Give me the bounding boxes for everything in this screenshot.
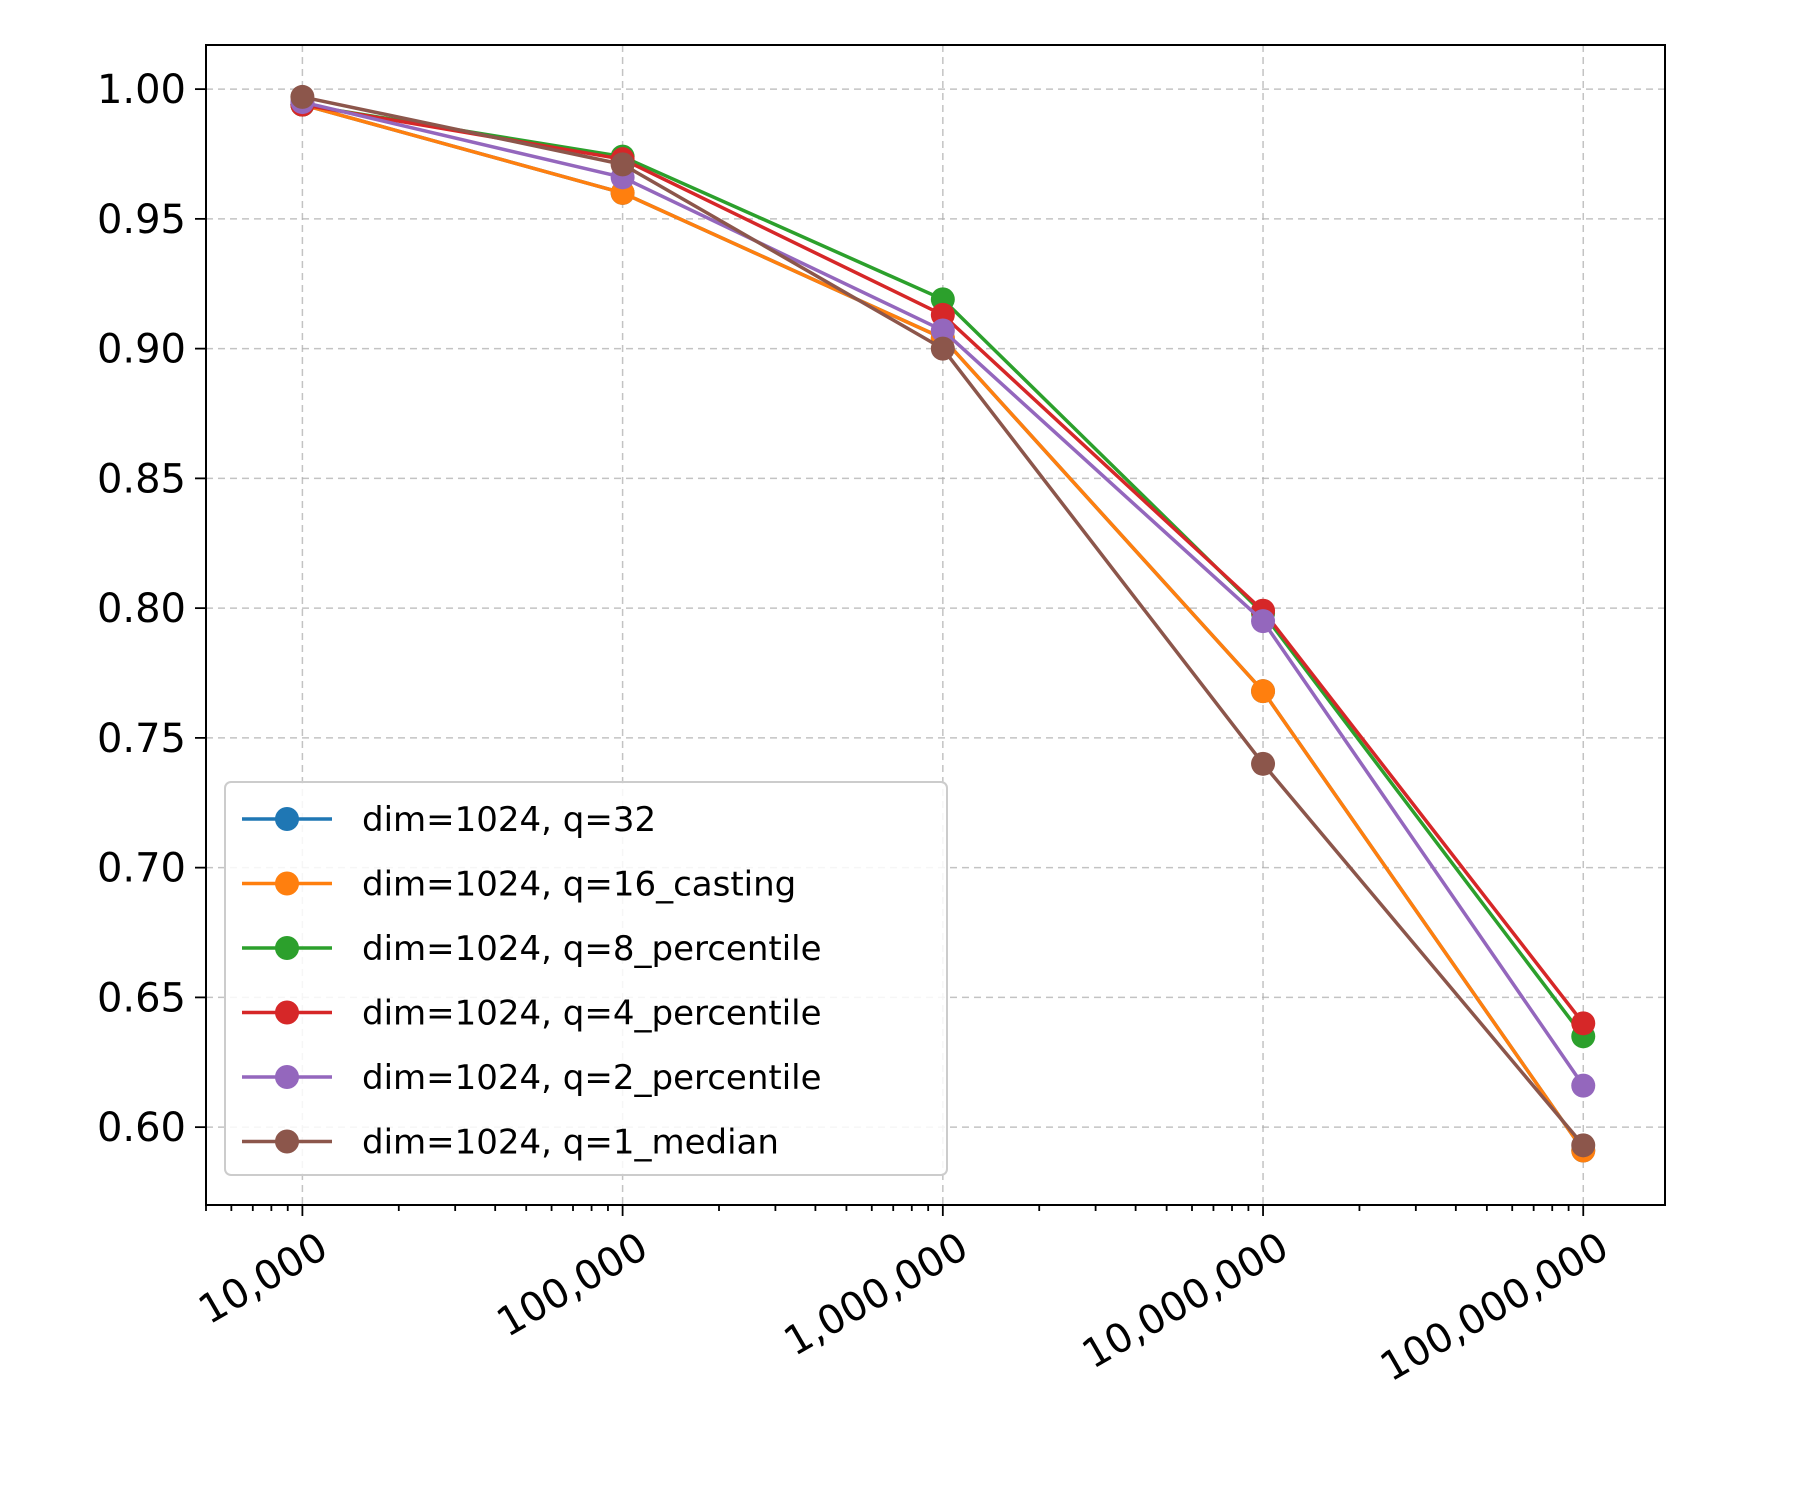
legend-box <box>224 781 948 1176</box>
legend-marker <box>275 1129 299 1154</box>
legend-label: dim=1024, q=16_casting <box>362 865 796 905</box>
legend-marker <box>275 1065 299 1089</box>
data-point <box>1571 1133 1596 1158</box>
legend-label: dim=1024, q=8_percentile <box>362 929 822 969</box>
legend-entry: dim=1024, q=16_casting <box>242 865 796 905</box>
y-tick-label: 0.85 <box>97 456 186 502</box>
series-layer <box>290 84 1596 1163</box>
legend-marker <box>275 871 299 896</box>
legend: dim=1024, q=32 dim=1024, q=16_casting dim=… <box>224 781 948 1176</box>
y-tick-label: 0.70 <box>97 846 186 892</box>
data-point <box>930 318 955 343</box>
legend-marker <box>275 936 299 960</box>
x-tick-label: 10,000,000 <box>1075 1224 1296 1378</box>
legend-entry: dim=1024, q=32 <box>242 800 656 840</box>
y-tick-label: 0.75 <box>97 716 186 762</box>
legend-entry: dim=1024, q=8_percentile <box>242 929 822 969</box>
data-point <box>930 336 955 361</box>
x-tick-label: 100,000 <box>489 1224 655 1347</box>
x-tick-label: 10,000 <box>191 1224 335 1334</box>
y-tick-label: 0.80 <box>97 586 186 632</box>
data-point <box>1571 1073 1596 1098</box>
data-point <box>290 84 315 109</box>
legend-label: dim=1024, q=32 <box>362 800 656 840</box>
data-point <box>1251 609 1276 634</box>
data-point <box>610 152 635 177</box>
legend-marker <box>275 1000 299 1025</box>
y-tick-label: 0.65 <box>97 975 186 1021</box>
series-5 <box>290 84 1596 1158</box>
x-tick-label: 1,000,000 <box>777 1224 976 1366</box>
legend-marker <box>275 807 299 831</box>
y-tick-label: 0.95 <box>97 197 186 243</box>
data-point <box>1251 751 1276 776</box>
legend-label: dim=1024, q=4_percentile <box>362 994 822 1034</box>
x-tick-label: 100,000,000 <box>1373 1224 1616 1391</box>
legend-entry: dim=1024, q=2_percentile <box>242 1058 822 1098</box>
data-point <box>1251 679 1276 704</box>
legend-label: dim=1024, q=2_percentile <box>362 1058 822 1098</box>
axes-frame <box>205 44 1666 1206</box>
legend-entry: dim=1024, q=1_median <box>242 1123 779 1163</box>
y-tick-label: 1.00 <box>97 67 186 113</box>
y-tick-label: 0.90 <box>97 327 186 373</box>
y-tick-label: 0.60 <box>97 1105 186 1151</box>
legend-entry: dim=1024, q=4_percentile <box>242 994 822 1034</box>
data-point <box>1571 1011 1596 1036</box>
ticks: 10,000 100,000 1,000,000 10,000,000 100,000,… <box>97 67 1616 1391</box>
legend-label: dim=1024, q=1_median <box>362 1123 779 1163</box>
